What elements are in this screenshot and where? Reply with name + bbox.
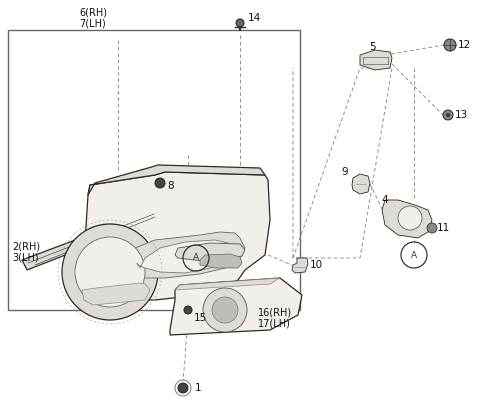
Circle shape: [75, 237, 145, 307]
Text: 15: 15: [194, 313, 207, 323]
Text: 5: 5: [369, 42, 375, 52]
Polygon shape: [170, 278, 302, 335]
Circle shape: [62, 224, 158, 320]
Polygon shape: [82, 283, 150, 305]
Text: 2(RH)
3(LH): 2(RH) 3(LH): [12, 241, 40, 263]
Polygon shape: [382, 200, 432, 238]
Polygon shape: [175, 243, 245, 262]
Polygon shape: [137, 240, 232, 273]
Polygon shape: [175, 278, 280, 290]
Polygon shape: [88, 165, 265, 195]
Text: A: A: [411, 251, 417, 259]
Circle shape: [427, 223, 437, 233]
Polygon shape: [22, 210, 160, 270]
Polygon shape: [292, 258, 308, 273]
Text: 10: 10: [310, 260, 323, 270]
Circle shape: [155, 178, 165, 188]
Circle shape: [398, 206, 422, 230]
Text: 13: 13: [455, 110, 468, 120]
Text: 4: 4: [382, 195, 388, 205]
Circle shape: [203, 288, 247, 332]
Polygon shape: [360, 50, 392, 70]
Circle shape: [184, 306, 192, 314]
Polygon shape: [82, 172, 270, 300]
Circle shape: [212, 297, 238, 323]
Text: 1: 1: [195, 383, 202, 393]
Text: 8: 8: [167, 181, 174, 191]
Text: 12: 12: [458, 40, 471, 50]
Text: A: A: [193, 254, 199, 263]
Text: 11: 11: [437, 223, 450, 233]
Text: 6(RH)
7(LH): 6(RH) 7(LH): [79, 7, 107, 29]
Circle shape: [446, 113, 450, 117]
Text: 16(RH)
17(LH): 16(RH) 17(LH): [258, 307, 292, 329]
Text: 14: 14: [248, 13, 261, 23]
Circle shape: [444, 39, 456, 51]
Bar: [8, 30, 300, 310]
Circle shape: [236, 19, 244, 27]
Circle shape: [178, 383, 188, 393]
Polygon shape: [352, 174, 370, 194]
Circle shape: [443, 110, 453, 120]
Polygon shape: [110, 232, 245, 278]
Polygon shape: [200, 254, 242, 268]
Text: 9: 9: [342, 167, 348, 177]
